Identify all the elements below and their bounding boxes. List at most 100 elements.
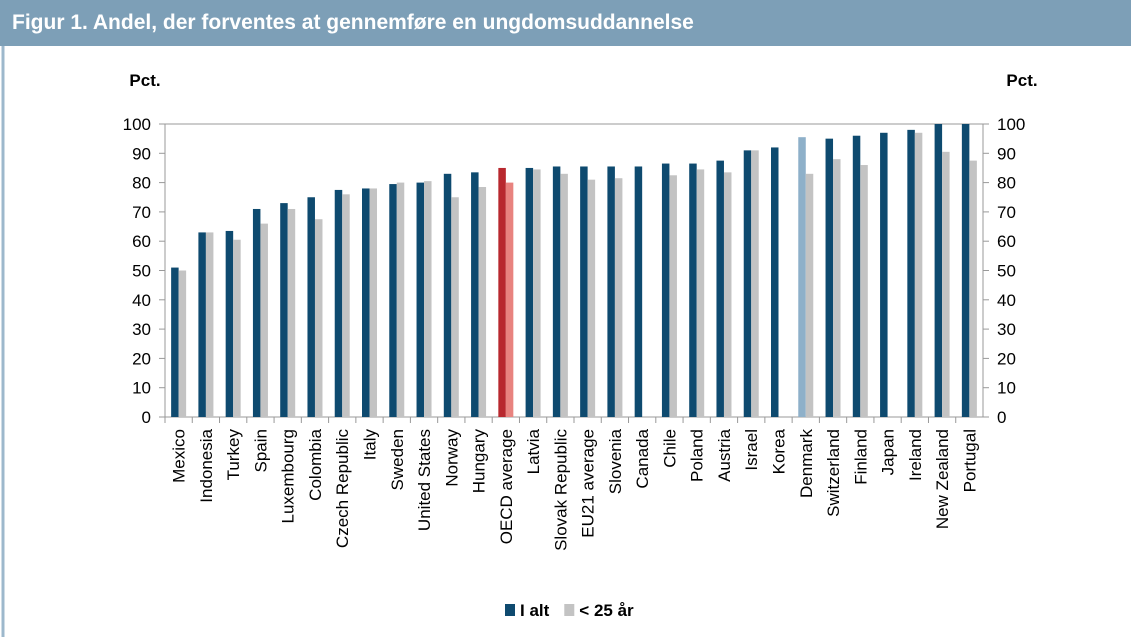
- bar: [880, 132, 888, 418]
- y2-tick-label: 70: [997, 203, 1016, 222]
- y2-tick-label: 10: [997, 379, 1016, 398]
- bar: [607, 166, 615, 417]
- bar: [580, 166, 588, 417]
- x-tick-label: Mexico: [170, 429, 189, 483]
- bar: [369, 188, 377, 417]
- x-tick-label: Colombia: [306, 428, 325, 500]
- y-tick-label: 50: [132, 262, 151, 281]
- x-tick-label: Italy: [361, 429, 380, 461]
- bar: [696, 169, 705, 417]
- bar: [533, 169, 541, 417]
- y-tick-label: 10: [132, 379, 151, 398]
- bar: [416, 182, 425, 417]
- bar: [634, 166, 643, 417]
- bar: [552, 166, 561, 417]
- y2-tick-label: 50: [997, 262, 1016, 281]
- bar: [396, 182, 405, 417]
- bar: [716, 160, 724, 417]
- bar: [287, 208, 296, 417]
- bar: [171, 267, 179, 417]
- chart-title: Figur 1. Andel, der forventes at gennemf…: [12, 11, 694, 34]
- y-tick-label: 100: [123, 115, 151, 134]
- bar: [389, 184, 397, 417]
- bar: [498, 167, 506, 417]
- x-tick-label: New Zealand: [933, 429, 952, 529]
- x-tick-label: Latvia: [524, 428, 543, 474]
- bar: [825, 138, 834, 417]
- y2-tick-label: 80: [997, 174, 1016, 193]
- bar: [505, 182, 514, 417]
- bar: [233, 239, 241, 417]
- bar: [852, 135, 861, 417]
- y-tick-label: 90: [132, 144, 151, 163]
- y2-tick-label: 100: [997, 115, 1025, 134]
- y2-tick-label: 40: [997, 291, 1016, 310]
- bar: [443, 173, 452, 417]
- y-tick-label: 60: [132, 232, 151, 251]
- bar: [614, 178, 623, 417]
- bar: [525, 167, 534, 417]
- y-tick-label: 20: [132, 349, 151, 368]
- bar: [771, 147, 779, 417]
- bar: [914, 132, 923, 418]
- x-tick-label: OECD average: [497, 429, 516, 544]
- x-tick-label: Norway: [442, 429, 461, 487]
- bar: [362, 188, 370, 417]
- x-tick-label: Finland: [851, 429, 870, 485]
- x-tick-label: Turkey: [224, 429, 243, 481]
- bar: [907, 129, 915, 418]
- bar: [934, 124, 943, 417]
- bar: [225, 230, 234, 417]
- bar: [342, 194, 350, 417]
- y-tick-label: 0: [142, 408, 151, 427]
- legend-swatch: [505, 604, 515, 616]
- y-tick-label: 30: [132, 320, 151, 339]
- bar: [805, 173, 814, 417]
- x-tick-label: Israel: [742, 429, 761, 471]
- y-tick-label: 40: [132, 291, 151, 310]
- x-tick-label: United States: [415, 429, 434, 531]
- bar: [478, 186, 487, 417]
- bar: [334, 189, 343, 417]
- x-tick-label: Canada: [633, 428, 652, 488]
- bar: [451, 197, 459, 417]
- bar: [723, 172, 732, 417]
- bar: [260, 223, 268, 417]
- x-tick-label: Czech Republic: [333, 429, 352, 549]
- bar: [198, 232, 206, 417]
- y2-axis-label: Pct.: [1006, 71, 1037, 90]
- y-axis-label: Pct.: [129, 71, 160, 90]
- bar: [252, 208, 261, 417]
- bar: [669, 175, 677, 417]
- bar: [833, 159, 841, 417]
- bar: [969, 160, 977, 417]
- y-tick-label: 80: [132, 174, 151, 193]
- bar: [178, 270, 187, 417]
- bar: [587, 179, 596, 417]
- x-tick-label: Chile: [660, 429, 679, 468]
- y-tick-label: 70: [132, 203, 151, 222]
- y2-tick-label: 90: [997, 144, 1016, 163]
- y2-tick-label: 0: [997, 408, 1006, 427]
- legend-label: I alt: [520, 601, 550, 620]
- x-tick-label: Denmark: [797, 429, 816, 498]
- bar: [314, 219, 323, 417]
- bar: [471, 172, 479, 417]
- bar: [560, 173, 568, 417]
- x-tick-label: Spain: [251, 429, 270, 472]
- y2-tick-label: 20: [997, 349, 1016, 368]
- x-tick-label: Portugal: [960, 429, 979, 492]
- bar: [961, 124, 970, 417]
- x-tick-label: Poland: [688, 429, 707, 482]
- x-tick-label: Switzerland: [824, 429, 843, 517]
- legend-swatch: [564, 604, 575, 616]
- x-tick-label: Luxembourg: [279, 429, 298, 524]
- x-tick-label: Sweden: [388, 429, 407, 490]
- bar: [942, 151, 950, 417]
- x-tick-label: EU21 average: [579, 429, 598, 538]
- x-tick-label: Hungary: [470, 429, 489, 494]
- x-tick-label: Slovenia: [606, 428, 625, 494]
- x-tick-label: Austria: [715, 428, 734, 481]
- bar: [307, 197, 315, 417]
